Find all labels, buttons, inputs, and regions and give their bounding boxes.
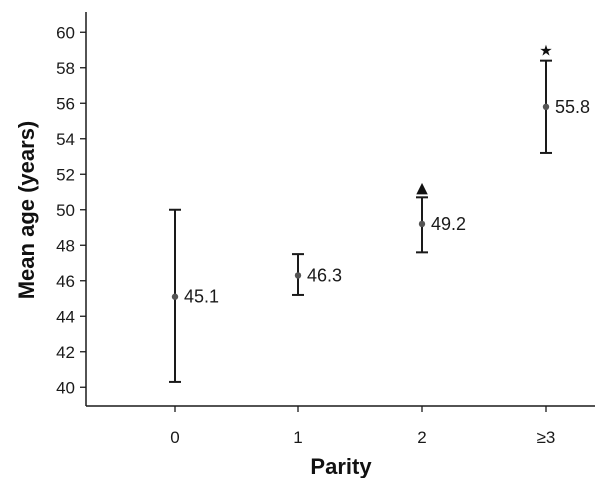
y-tick-label: 42 <box>56 343 75 362</box>
mean-point <box>418 220 426 228</box>
y-ticks: 40 42 44 46 48 50 52 54 56 58 60 <box>56 23 86 397</box>
data-label: 49.2 <box>431 214 466 234</box>
mean-point <box>294 272 302 279</box>
error-bars: 45.1 46.3 49.2▲ 55.8 ★ <box>169 42 590 383</box>
y-tick-label: 54 <box>56 130 75 149</box>
x-tick-label: 2 <box>417 428 426 447</box>
y-axis-title: Mean age (years) <box>14 121 39 300</box>
y-tick-label: 40 <box>56 378 75 397</box>
mean-point <box>171 293 179 300</box>
data-label: 46.3 <box>307 265 342 285</box>
x-tick-label: 1 <box>293 428 302 447</box>
y-tick-label: 48 <box>56 236 75 255</box>
y-tick-label: 52 <box>56 165 75 184</box>
data-label: 55.8 <box>555 97 590 117</box>
x-axis-title: Parity <box>310 454 372 478</box>
y-tick-label: 58 <box>56 59 75 78</box>
significance-marker: ★ <box>539 42 552 60</box>
x-ticks: 0 1 2 ≥3 <box>170 406 555 447</box>
significance-marker: ▲ <box>416 178 428 196</box>
mean-point <box>542 103 550 111</box>
axes <box>85 12 595 407</box>
y-tick-label: 46 <box>56 272 75 291</box>
x-tick-label: ≥3 <box>537 428 556 447</box>
y-tick-label: 56 <box>56 94 75 113</box>
y-tick-label: 50 <box>56 201 75 220</box>
x-tick-label: 0 <box>170 428 179 447</box>
y-tick-label: 44 <box>56 307 75 326</box>
data-label: 45.1 <box>184 287 219 307</box>
y-tick-label: 60 <box>56 23 75 42</box>
